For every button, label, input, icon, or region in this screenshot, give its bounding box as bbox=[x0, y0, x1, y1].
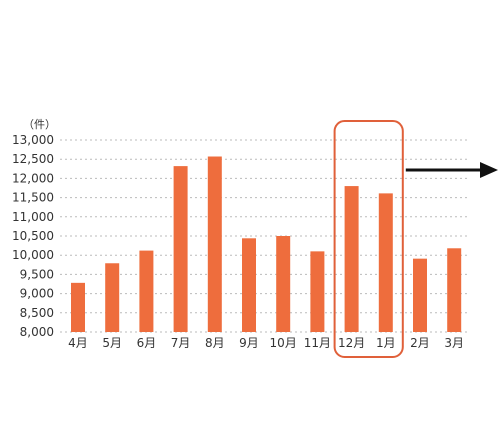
highlight-box bbox=[333, 120, 404, 358]
x-tick-label: 4月 bbox=[68, 336, 88, 350]
x-axis-ticks: 4月 5月 6月 7月 8月 9月 10月 11月 12月 1月 2月 3月 bbox=[68, 336, 464, 350]
x-tick-label: 2月 bbox=[410, 336, 430, 350]
y-tick-label: 8,000 bbox=[20, 325, 54, 339]
y-tick-label: 11,000 bbox=[12, 210, 54, 224]
x-tick-label: 8月 bbox=[205, 336, 225, 350]
bar bbox=[105, 263, 120, 332]
bars bbox=[71, 156, 462, 332]
y-tick-label: 9,500 bbox=[20, 267, 54, 281]
y-tick-label: 8,500 bbox=[20, 306, 54, 320]
highlight-group bbox=[333, 120, 404, 358]
trend-arrow bbox=[405, 162, 498, 178]
x-tick-label: 12月 bbox=[338, 336, 365, 350]
bar bbox=[71, 282, 85, 332]
y-tick-label: 12,500 bbox=[12, 152, 54, 166]
arrow-head bbox=[480, 162, 498, 178]
x-tick-label: 11月 bbox=[304, 336, 331, 350]
y-tick-label: 12,000 bbox=[12, 171, 54, 185]
bar bbox=[378, 193, 393, 332]
y-tick-label: 11,500 bbox=[12, 191, 54, 205]
y-tick-label: 10,000 bbox=[12, 248, 54, 262]
gridlines bbox=[60, 139, 470, 333]
x-tick-label: 7月 bbox=[171, 336, 191, 350]
x-tick-label: 3月 bbox=[444, 336, 464, 350]
bar bbox=[207, 156, 222, 332]
y-tick-label: 13,000 bbox=[12, 133, 54, 147]
bar bbox=[242, 238, 256, 332]
x-tick-label: 9月 bbox=[239, 336, 259, 350]
bar bbox=[276, 236, 291, 332]
x-tick-label: 6月 bbox=[137, 336, 157, 350]
bar bbox=[310, 251, 325, 332]
y-axis-ticks: 8,000 8,500 9,000 9,500 10,000 10,500 11,000 11… bbox=[12, 133, 54, 339]
bar bbox=[139, 250, 154, 332]
bar bbox=[447, 248, 462, 332]
x-tick-label: 1月 bbox=[376, 336, 396, 350]
bar bbox=[173, 166, 188, 332]
x-tick-label: 10月 bbox=[270, 336, 297, 350]
y-tick-label: 9,000 bbox=[20, 287, 54, 301]
x-tick-label: 5月 bbox=[102, 336, 122, 350]
bar bbox=[413, 258, 427, 332]
y-axis-unit-label: （件） bbox=[23, 118, 56, 131]
y-tick-label: 10,500 bbox=[12, 229, 54, 243]
bar bbox=[344, 186, 359, 332]
